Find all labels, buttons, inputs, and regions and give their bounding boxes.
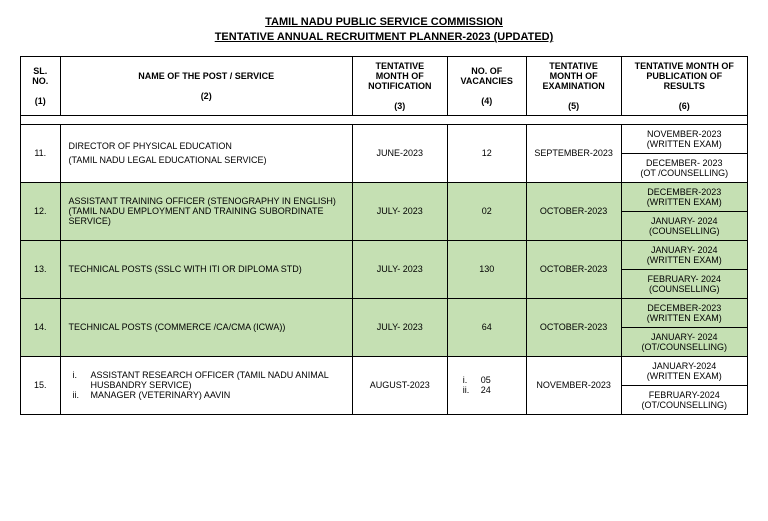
cell-res1: DECEMBER-2023 (WRITTEN EXAM) (621, 298, 747, 327)
cell-exam: NOVEMBER-2023 (526, 356, 621, 414)
title-line1: TAMIL NADU PUBLIC SERVICE COMMISSION (20, 15, 748, 30)
cell-notif: JULY- 2023 (352, 182, 447, 240)
cell-sl: 11. (21, 124, 61, 182)
table-row: 15. i.ASSISTANT RESEARCH OFFICER (TAMIL … (21, 356, 748, 385)
cell-res2: DECEMBER- 2023 (OT /COUNSELLING) (621, 153, 747, 182)
col-header-notif: TENTATIVE MONTH OF NOTIFICATION(3) (352, 56, 447, 115)
cell-exam: OCTOBER-2023 (526, 182, 621, 240)
table-row: 14. TECHNICAL POSTS (COMMERCE /CA/CMA (I… (21, 298, 748, 327)
cell-res1: NOVEMBER-2023 (WRITTEN EXAM) (621, 124, 747, 153)
cell-res2: FEBRUARY-2024 (OT/COUNSELLING) (621, 385, 747, 414)
cell-res2: JANUARY- 2024 (COUNSELLING) (621, 211, 747, 240)
title-line2: TENTATIVE ANNUAL RECRUITMENT PLANNER-202… (20, 30, 748, 45)
cell-res2: FEBRUARY- 2024 (COUNSELLING) (621, 269, 747, 298)
cell-vac: i.05 ii.24 (447, 356, 526, 414)
cell-post: TECHNICAL POSTS (COMMERCE /CA/CMA (ICWA)… (60, 298, 352, 356)
cell-res2: JANUARY- 2024 (OT/COUNSELLING) (621, 327, 747, 356)
header-row-titles: SL. NO.(1) NAME OF THE POST / SERVICE(2)… (21, 56, 748, 115)
cell-sl: 13. (21, 240, 61, 298)
col-header-vac: NO. OF VACANCIES(4) (447, 56, 526, 115)
page-title: TAMIL NADU PUBLIC SERVICE COMMISSION TEN… (20, 15, 748, 46)
cell-res1: JANUARY- 2024 (WRITTEN EXAM) (621, 240, 747, 269)
cell-post: ASSISTANT TRAINING OFFICER (STENOGRAPHY … (60, 182, 352, 240)
cell-vac: 130 (447, 240, 526, 298)
cell-exam: OCTOBER-2023 (526, 298, 621, 356)
cell-notif: JUNE-2023 (352, 124, 447, 182)
cell-post: i.ASSISTANT RESEARCH OFFICER (TAMIL NADU… (60, 356, 352, 414)
cell-notif: JULY- 2023 (352, 240, 447, 298)
col-header-name: NAME OF THE POST / SERVICE(2) (60, 56, 352, 115)
cell-res1: JANUARY-2024 (WRITTEN EXAM) (621, 356, 747, 385)
cell-vac: 64 (447, 298, 526, 356)
table-row: 12. ASSISTANT TRAINING OFFICER (STENOGRA… (21, 182, 748, 211)
cell-sl: 12. (21, 182, 61, 240)
cell-notif: JULY- 2023 (352, 298, 447, 356)
cell-notif: AUGUST-2023 (352, 356, 447, 414)
cell-vac: 02 (447, 182, 526, 240)
cell-post: DIRECTOR OF PHYSICAL EDUCATION (TAMIL NA… (60, 124, 352, 182)
cell-vac: 12 (447, 124, 526, 182)
cell-post: TECHNICAL POSTS (SSLC WITH ITI OR DIPLOM… (60, 240, 352, 298)
col-header-res: TENTATIVE MONTH OF PUBLICATION OF RESULT… (621, 56, 747, 115)
col-header-exam: TENTATIVE MONTH OF EXAMINATION(5) (526, 56, 621, 115)
cell-exam: SEPTEMBER-2023 (526, 124, 621, 182)
spacer-row (21, 115, 748, 124)
table-row: 11. DIRECTOR OF PHYSICAL EDUCATION (TAMI… (21, 124, 748, 153)
cell-res1: DECEMBER-2023 (WRITTEN EXAM) (621, 182, 747, 211)
cell-exam: OCTOBER-2023 (526, 240, 621, 298)
cell-sl: 14. (21, 298, 61, 356)
col-header-sl: SL. NO.(1) (21, 56, 61, 115)
recruitment-table: SL. NO.(1) NAME OF THE POST / SERVICE(2)… (20, 56, 748, 415)
table-row: 13. TECHNICAL POSTS (SSLC WITH ITI OR DI… (21, 240, 748, 269)
cell-sl: 15. (21, 356, 61, 414)
